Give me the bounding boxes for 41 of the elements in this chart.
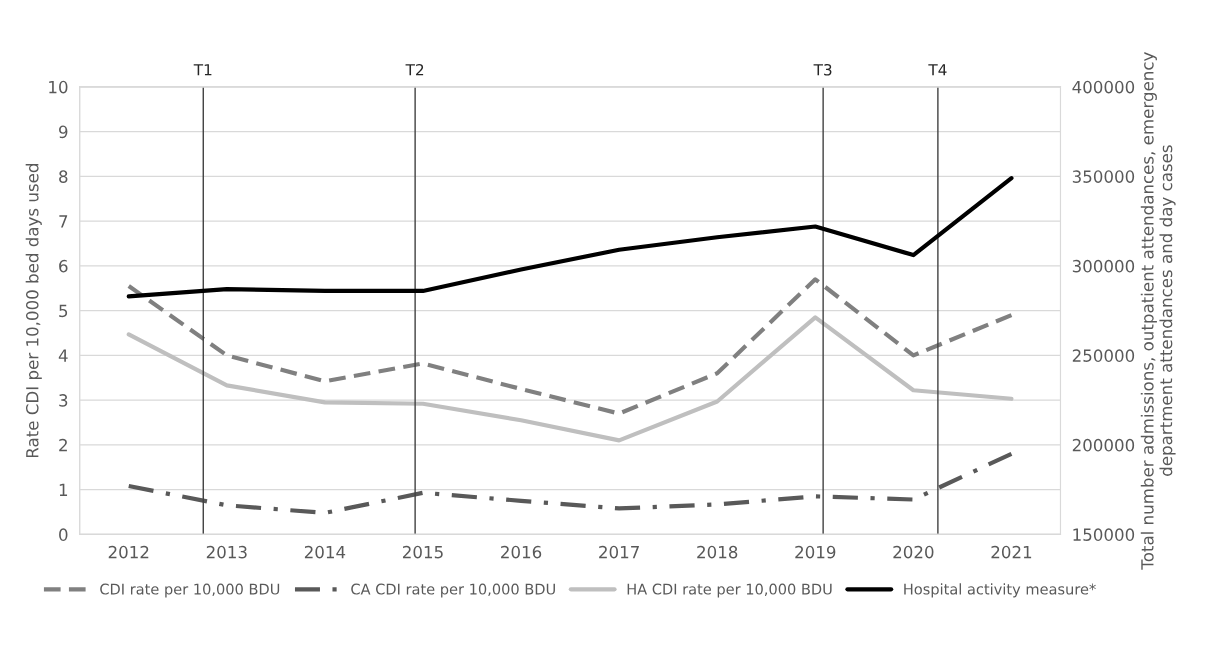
x-tick-label: 2013 xyxy=(206,545,247,559)
line-series xyxy=(126,277,1014,416)
y-tick-label: 9 xyxy=(59,125,68,139)
x-tick-label: 2017 xyxy=(599,545,639,559)
line-series xyxy=(126,451,1014,516)
y-tick-label: 2 xyxy=(59,438,67,452)
y-tick-label: 8 xyxy=(59,170,68,183)
y-tick-label: 6 xyxy=(59,259,68,273)
x-tick-label: 2016 xyxy=(501,545,542,559)
legend-label: Hospital activity measure* xyxy=(904,583,1096,598)
y2-axis-title: Total number admissions, outpatient attendances, emergency department attendances and day cases xyxy=(1140,52,1176,570)
y2-tick-label: 200000 xyxy=(1072,438,1135,452)
x-tick-label: 2019 xyxy=(795,545,836,559)
y-axis-title: Rate CDI per 10,000 bed days used xyxy=(25,164,42,458)
y-tick-label: 4 xyxy=(58,349,68,362)
legend-label: HA CDI rate per 10,000 BDU xyxy=(627,583,832,598)
y-tick-label: 1 xyxy=(59,483,68,496)
legend-label: CA CDI rate per 10,000 BDU xyxy=(351,583,555,598)
line-series xyxy=(126,176,1014,299)
x-tick-label: 2014 xyxy=(304,545,346,559)
ref-line-label: T4 xyxy=(928,64,947,76)
y2-tick-label: 400000 xyxy=(1072,80,1135,94)
x-tick-label: 2012 xyxy=(108,545,149,559)
y-tick-label: 3 xyxy=(59,394,68,407)
line-series xyxy=(126,315,1014,443)
y2-tick-label: 250000 xyxy=(1072,349,1135,362)
y-tick-label: 5 xyxy=(59,304,68,318)
ref-line-label: T1 xyxy=(193,64,212,76)
x-tick-label: 2021 xyxy=(991,545,1032,559)
x-tick-label: 2020 xyxy=(893,545,934,559)
y-tick-label: 7 xyxy=(59,215,68,228)
y-tick-label: 0 xyxy=(59,528,68,541)
x-tick-label: 2015 xyxy=(402,545,443,559)
y2-tick-label: 350000 xyxy=(1072,170,1135,183)
y2-tick-label: 300000 xyxy=(1072,259,1135,273)
legend-label: CDI rate per 10,000 BDU xyxy=(100,583,280,598)
x-tick-label: 2018 xyxy=(697,545,738,559)
y2-tick-label: 150000 xyxy=(1073,528,1135,541)
y-tick-label: 10 xyxy=(49,80,68,94)
ref-line-label: T2 xyxy=(405,63,424,76)
ref-line-label: T3 xyxy=(813,63,832,76)
